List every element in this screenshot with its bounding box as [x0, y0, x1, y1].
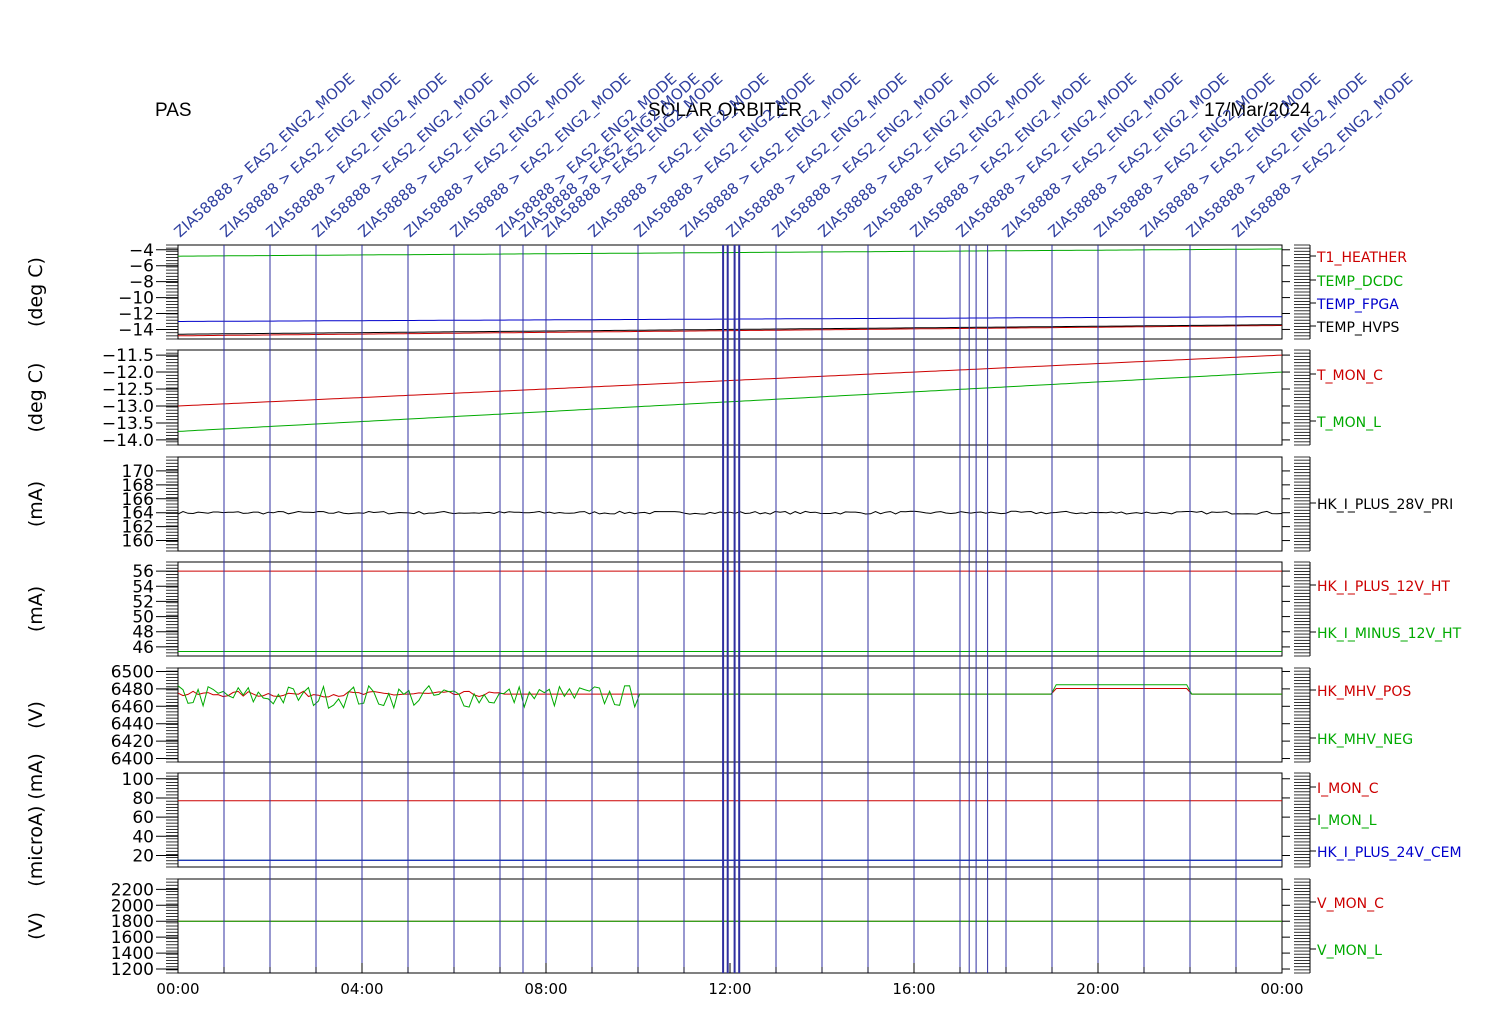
- legend-label: V_MON_C: [1317, 896, 1384, 912]
- ytick-label: −11.5: [102, 346, 154, 366]
- legend-label: HK_I_MINUS_12V_HT: [1317, 626, 1462, 642]
- series-line: [178, 316, 1282, 322]
- x-axis: 00:00 04:00 08:00 12:00 16:00 20:00 00:00: [156, 963, 1304, 998]
- ytick-label: −6: [129, 257, 154, 277]
- ytick-label: −4: [129, 241, 154, 261]
- panel-2: −11.5−12.0−12.5−13.0−13.5−14.0 (deg C) T_M…: [25, 346, 1383, 451]
- ytick-label: 2200: [111, 880, 154, 900]
- ytick-label: 1800: [111, 912, 154, 932]
- ytick-label: −10: [118, 289, 154, 309]
- ytick-label: 6420: [111, 732, 154, 752]
- legend-label: TEMP_FPGA: [1316, 297, 1399, 313]
- ylabel: (V): [25, 701, 47, 729]
- xtick-label: 16:00: [892, 980, 935, 998]
- ylabel: (V): [25, 912, 47, 940]
- ytick-label: 80: [132, 789, 154, 809]
- legend-label: I_MON_C: [1317, 781, 1379, 797]
- ytick-label: 6480: [111, 680, 154, 700]
- ytick-label: 20: [132, 846, 154, 866]
- legend-label: HK_MHV_NEG: [1317, 732, 1413, 748]
- series-line: [177, 248, 1282, 257]
- series-line: [178, 325, 1282, 337]
- event-markers: [223, 245, 1237, 973]
- ytick-label: 54: [132, 577, 154, 597]
- xtick-label: 00:00: [156, 980, 199, 998]
- ytick-label: 160: [122, 532, 154, 552]
- ylabel: (mA): [25, 586, 47, 632]
- ytick-label: 6400: [111, 750, 154, 770]
- legend-label: HK_I_PLUS_24V_CEM: [1317, 845, 1462, 861]
- ytick-label: 40: [132, 827, 154, 847]
- ytick-label: 6460: [111, 697, 154, 717]
- legend-label: HK_MHV_POS: [1317, 684, 1411, 700]
- ylabel: (microA) (mA): [25, 753, 47, 886]
- date-label: 17/Mar/2024: [1204, 100, 1311, 121]
- ytick-label: −13.5: [102, 414, 154, 434]
- legend-label: I_MON_L: [1317, 813, 1377, 829]
- ylabel: (mA): [25, 481, 47, 527]
- ytick-label: 168: [122, 476, 154, 496]
- ylabel: (deg C): [25, 363, 47, 433]
- panel-frame: [177, 561, 1283, 657]
- legend-label: T1_HEATHER: [1316, 250, 1407, 266]
- panel-frame: [177, 772, 1283, 868]
- ytick-label: 60: [132, 808, 154, 828]
- xtick-label: 00:00: [1260, 980, 1303, 998]
- series-line: [178, 324, 1282, 335]
- legend-label: HK_I_PLUS_12V_HT: [1317, 579, 1450, 595]
- ytick-label: 164: [122, 504, 154, 524]
- panel-frame: [177, 456, 1283, 552]
- ytick-label: 50: [132, 608, 154, 628]
- legend-label: HK_I_PLUS_28V_PRI: [1317, 497, 1453, 513]
- ytick-label: 2000: [111, 896, 154, 916]
- series-line: [177, 510, 1283, 515]
- panel-frame: [177, 349, 1283, 446]
- ylabel: (deg C): [25, 257, 47, 327]
- ytick-label: 48: [132, 623, 154, 643]
- ytick-label: −12.0: [102, 363, 154, 383]
- legend-label: T_MON_C: [1316, 368, 1383, 384]
- panel-frame: [177, 878, 1283, 974]
- ytick-label: 166: [122, 490, 154, 510]
- ytick-label: −14: [118, 320, 154, 340]
- series-line: [177, 688, 1282, 698]
- ytick-label: 1400: [111, 944, 154, 964]
- instrument-label: PAS: [155, 100, 192, 121]
- legend-label: V_MON_L: [1317, 943, 1382, 959]
- ytick-label: 100: [122, 770, 154, 790]
- ytick-label: 56: [132, 562, 154, 582]
- xtick-label: 12:00: [708, 980, 751, 998]
- ytick-label: −12: [118, 305, 154, 325]
- xtick-label: 08:00: [524, 980, 567, 998]
- xtick-label: 04:00: [340, 980, 383, 998]
- ytick-label: 46: [132, 638, 154, 658]
- panel-frame: [177, 667, 1283, 763]
- ytick-label: 162: [122, 518, 154, 538]
- ytick-label: −8: [129, 273, 154, 293]
- panel-1: −4−6−8−10−12−14 (deg C) T1_HEATHER TEMP_DCD…: [25, 241, 1407, 341]
- ytick-label: 6440: [111, 715, 154, 735]
- legend-label: TEMP_DCDC: [1316, 274, 1403, 290]
- xtick-label: 20:00: [1076, 980, 1119, 998]
- ytick-label: −13.0: [102, 397, 154, 417]
- ytick-label: −12.5: [102, 380, 154, 400]
- ytick-label: 52: [132, 592, 154, 612]
- ytick-label: 6500: [111, 662, 154, 682]
- ytick-label: 1200: [111, 960, 154, 980]
- panel-frame: [177, 244, 1283, 340]
- legend-label: T_MON_L: [1316, 415, 1381, 431]
- ytick-label: −14.0: [102, 431, 154, 451]
- ytick-label: 1600: [111, 928, 154, 948]
- legend-label: TEMP_HVPS: [1316, 320, 1399, 336]
- mission-title: SOLAR ORBITER: [648, 100, 803, 121]
- ytick-label: 170: [122, 462, 154, 482]
